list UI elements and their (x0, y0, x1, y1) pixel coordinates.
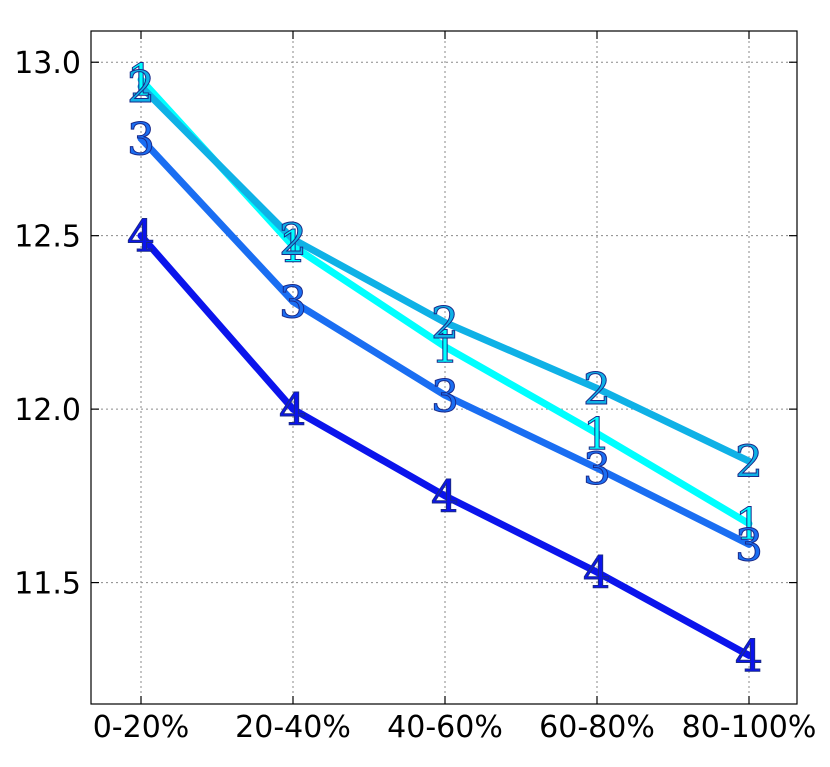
series-2-point-label: 2 (431, 298, 459, 349)
series-4-point-label: 4 (735, 631, 763, 682)
x-tick-label: 0-20% (93, 710, 190, 745)
series-1-point-label: 1 (279, 222, 307, 273)
series-2-point-label: 2 (583, 364, 611, 415)
x-tick-label: 80-100% (682, 710, 817, 745)
series-2-point-label: 2 (279, 215, 307, 266)
y-tick-label: 12.5 (14, 220, 81, 255)
x-tick-label: 60-80% (539, 710, 655, 745)
series-4-point-label: 4 (431, 472, 459, 523)
series-4-point-label: 4 (583, 548, 611, 599)
y-tick-label: 13.0 (14, 46, 81, 81)
series-3-point-label: 3 (431, 371, 459, 422)
series-1-point-label: 1 (735, 500, 763, 551)
series-3-point-label: 3 (127, 115, 155, 166)
y-axis-ticks: 11.5 12.0 12.5 13.0 (14, 46, 797, 602)
series-2-point-label: 2 (127, 63, 155, 114)
plot-frame (90, 30, 798, 705)
series-4-point-label: 4 (279, 385, 307, 436)
series-line-2 (137, 83, 753, 465)
series-line-4 (137, 232, 753, 659)
series-line-3 (137, 135, 753, 548)
x-axis-ticks: 0-20% 20-40% 40-60% 60-80% 80-100% (93, 31, 817, 745)
x-tick-label: 20-40% (235, 710, 351, 745)
x-tick-label: 40-60% (387, 710, 503, 745)
series-2-point-label: 2 (735, 437, 763, 488)
series-1-point-label: 1 (431, 323, 459, 374)
series-lines (137, 76, 753, 659)
y-tick-label: 12.0 (14, 393, 81, 428)
series-1-point-label: 1 (127, 56, 155, 107)
series-4-point-label: 4 (127, 212, 155, 263)
y-tick-label: 11.5 (14, 567, 81, 602)
series-1-point-label: 1 (583, 409, 611, 460)
grid-lines (91, 31, 797, 704)
series-3-point-label: 3 (583, 444, 611, 495)
series-3-point-label: 3 (279, 278, 307, 329)
series-3-point-label: 3 (735, 520, 763, 571)
